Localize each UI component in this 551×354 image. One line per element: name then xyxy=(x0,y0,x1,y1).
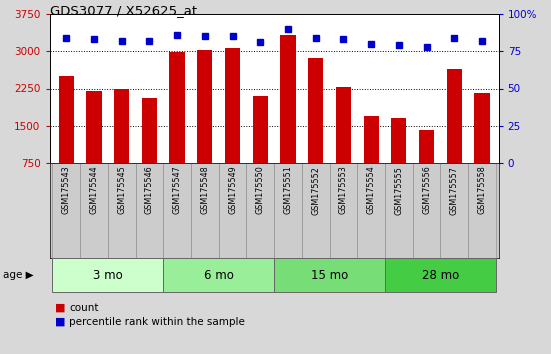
Bar xyxy=(329,163,357,258)
Bar xyxy=(274,163,302,258)
Text: count: count xyxy=(69,303,99,313)
Text: GSM175543: GSM175543 xyxy=(62,166,71,214)
Bar xyxy=(419,130,434,163)
Text: ■: ■ xyxy=(55,317,66,327)
Text: 3 mo: 3 mo xyxy=(93,269,123,282)
Bar xyxy=(87,91,101,163)
Text: 6 mo: 6 mo xyxy=(204,269,234,282)
Text: percentile rank within the sample: percentile rank within the sample xyxy=(69,317,245,327)
Bar xyxy=(413,163,440,258)
Text: GSM175546: GSM175546 xyxy=(145,166,154,214)
Bar xyxy=(253,96,268,163)
Text: GSM175550: GSM175550 xyxy=(256,166,265,215)
Bar xyxy=(170,52,185,163)
Bar xyxy=(163,258,274,292)
Text: GSM175553: GSM175553 xyxy=(339,166,348,215)
Bar xyxy=(163,163,191,258)
Bar xyxy=(468,163,496,258)
Bar xyxy=(114,88,129,163)
Text: GSM175555: GSM175555 xyxy=(395,166,403,215)
Text: GSM175544: GSM175544 xyxy=(89,166,99,214)
Text: GSM175558: GSM175558 xyxy=(478,166,487,215)
Bar xyxy=(280,35,295,163)
Bar xyxy=(364,116,379,163)
Text: GSM175557: GSM175557 xyxy=(450,166,459,215)
Bar xyxy=(391,118,407,163)
Bar xyxy=(197,50,213,163)
Bar xyxy=(302,163,329,258)
Bar xyxy=(474,93,490,163)
Bar xyxy=(440,163,468,258)
Bar xyxy=(191,163,219,258)
Bar xyxy=(447,69,462,163)
Text: GSM175548: GSM175548 xyxy=(201,166,209,214)
Text: GSM175556: GSM175556 xyxy=(422,166,431,215)
Bar xyxy=(357,163,385,258)
Bar xyxy=(136,163,163,258)
Bar xyxy=(80,163,108,258)
Bar xyxy=(336,87,351,163)
Text: GSM175545: GSM175545 xyxy=(117,166,126,215)
Text: ■: ■ xyxy=(55,303,66,313)
Text: 28 mo: 28 mo xyxy=(422,269,459,282)
Bar xyxy=(385,163,413,258)
Bar xyxy=(219,163,246,258)
Bar xyxy=(52,258,163,292)
Bar xyxy=(385,258,496,292)
Bar xyxy=(52,163,80,258)
Bar xyxy=(308,58,323,163)
Text: GSM175549: GSM175549 xyxy=(228,166,237,215)
Text: age ▶: age ▶ xyxy=(3,270,34,280)
Text: GSM175547: GSM175547 xyxy=(172,166,182,215)
Text: GSM175552: GSM175552 xyxy=(311,166,320,215)
Bar xyxy=(142,98,157,163)
Bar xyxy=(225,48,240,163)
Text: GSM175551: GSM175551 xyxy=(283,166,293,215)
Text: 15 mo: 15 mo xyxy=(311,269,348,282)
Text: GSM175554: GSM175554 xyxy=(366,166,376,215)
Bar xyxy=(246,163,274,258)
Bar xyxy=(274,258,385,292)
Bar xyxy=(58,76,74,163)
Bar xyxy=(108,163,136,258)
Text: GDS3077 / X52625_at: GDS3077 / X52625_at xyxy=(50,4,197,17)
